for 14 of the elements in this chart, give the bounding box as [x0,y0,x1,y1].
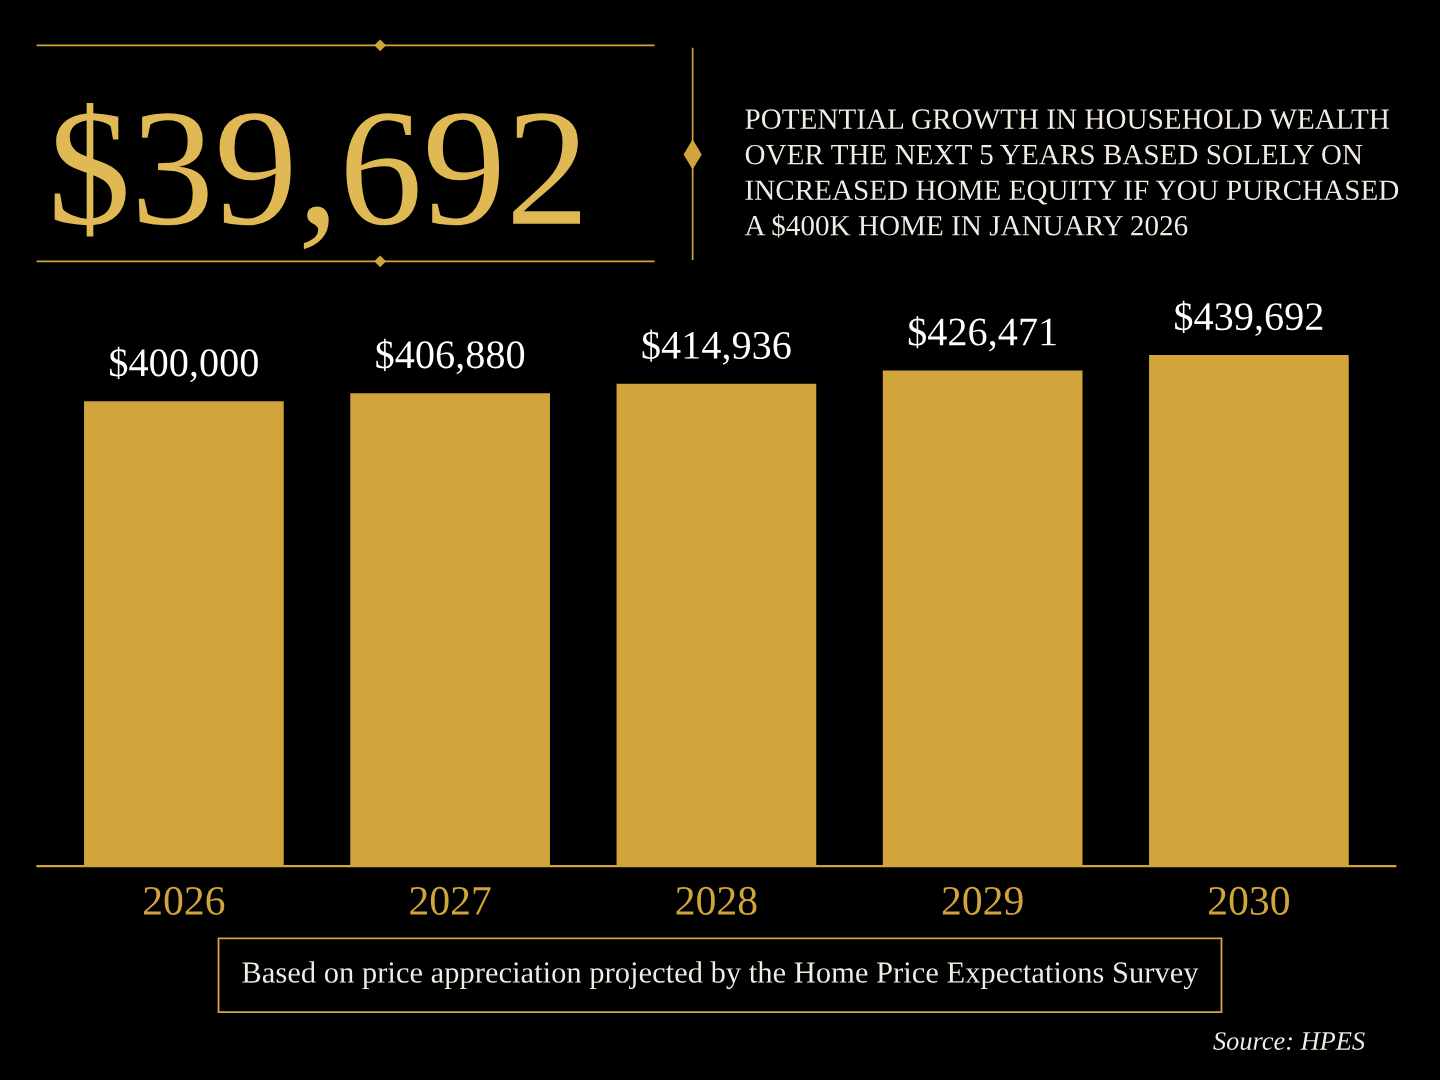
x-tick-label: 2030 [1209,886,1289,915]
data-label: $439,692 [1175,300,1323,337]
x-tick-label: 2026 [144,886,225,915]
data-label: $400,000 [110,346,258,383]
chart-title: $39,692 [54,103,580,250]
x-tick-label: 2028 [676,886,757,915]
data-label: $406,880 [376,338,525,375]
text: Based on price appreciation projected by the Home Price Expectations Survey [242,961,1199,990]
source-note: Source: HPES [1213,1032,1365,1050]
x-tick-label: 2029 [942,886,1023,915]
chart-subtitle: POTENTIAL GROWTH IN HOUSEHOLD WEALTH OVER THE NEXT 5 YEARS BASED SOLELY ON INCREASED HOME EQUITY IF YOU PURCHASED A $400K HOME IN JANUARY 2026 [744,109,1399,238]
data-label: $426,471 [908,316,1056,352]
x-tick-label: 2027 [410,886,491,915]
data-label: $414,936 [642,329,791,365]
